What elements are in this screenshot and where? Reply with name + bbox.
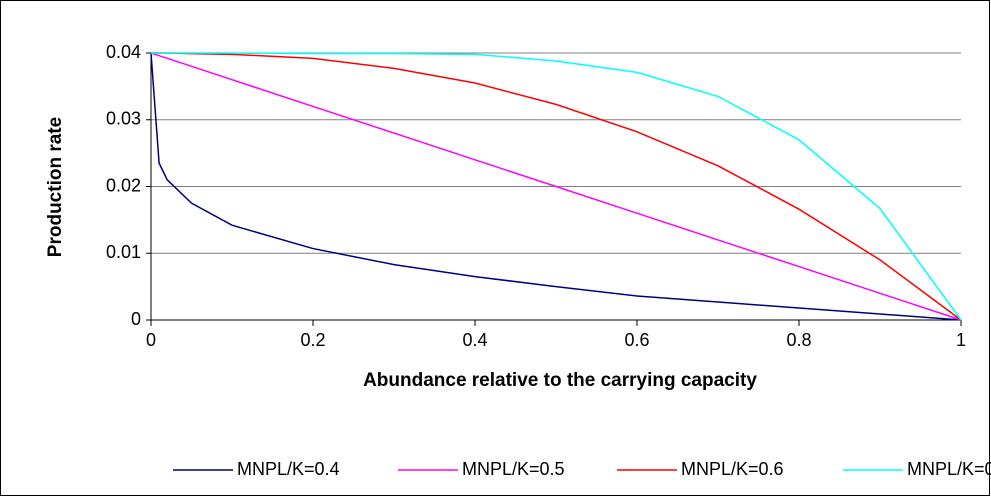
x-tick-label: 0.2 [300,330,325,350]
y-tick-label: 0.01 [106,242,141,262]
y-tick-label: 0.02 [106,175,141,195]
legend-label: MNPL/K=0.6 [681,459,784,479]
y-tick-label: 0.03 [106,109,141,129]
legend-label: MNPL/K=0.4 [237,459,340,479]
x-tick-label: 0.8 [786,330,811,350]
x-tick-label: 1 [956,330,966,350]
x-axis-title: Abundance relative to the carrying capac… [363,370,757,391]
x-tick-label: 0 [146,330,156,350]
x-tick-label: 0.4 [462,330,487,350]
y-tick-label: 0.04 [106,42,141,62]
series-line [150,52,962,321]
series-line [151,52,962,321]
legend-label: MNPL/K=0.5 [462,459,565,479]
series-line [150,52,962,321]
y-axis-title: Production rate [45,117,66,257]
y-tick-label: 0 [131,309,141,329]
x-tick-label: 0.6 [624,330,649,350]
legend-label: MNPL/K=0.7 [907,459,991,479]
